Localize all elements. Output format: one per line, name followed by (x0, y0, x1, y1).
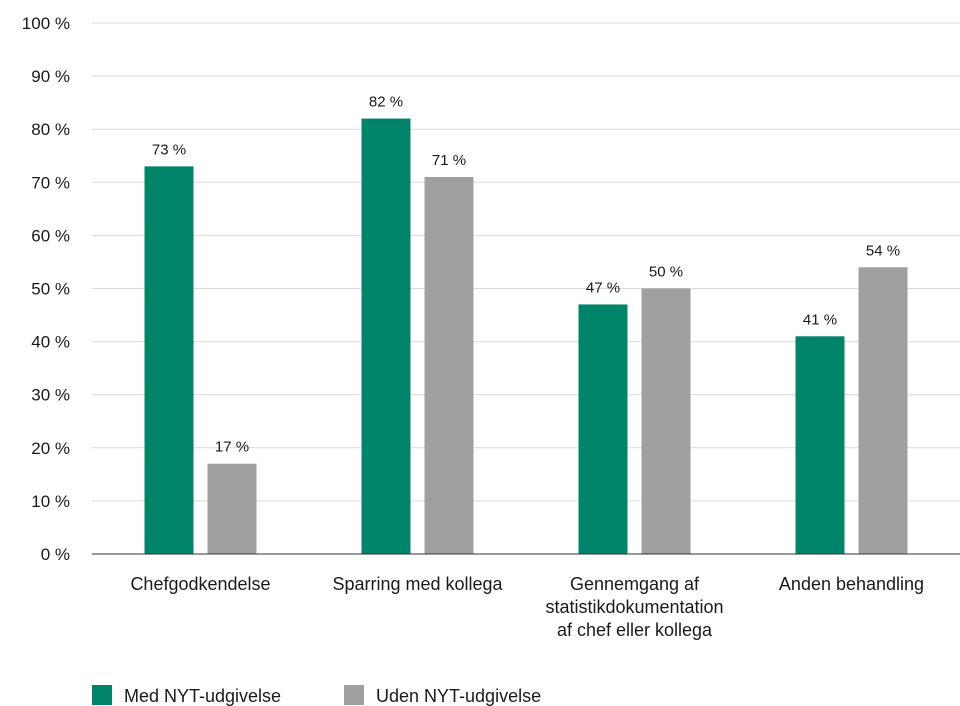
x-category-label-line: Anden behandling (779, 574, 924, 594)
legend-swatch (92, 685, 112, 705)
x-category-label: Sparring med kollega (332, 574, 503, 594)
x-category-label-line: af chef eller kollega (557, 620, 713, 640)
gridlines (92, 22, 960, 502)
data-label: 71 % (432, 152, 466, 169)
y-tick-label: 10 % (31, 492, 70, 511)
y-tick-label: 90 % (31, 67, 70, 86)
y-tick-label: 100 % (22, 14, 70, 33)
data-labels: 73 % 17 % 82 % 71 % 47 % 50 % 41 % 54 % (152, 94, 900, 456)
x-category-label: Anden behandling (779, 574, 924, 594)
data-label: 17 % (215, 439, 249, 456)
data-label: 50 % (649, 264, 683, 281)
y-axis: 0 % 10 % 20 % 30 % 40 % 50 % 60 % 70 % 80 % 90 % 1… (22, 14, 70, 564)
data-label: 54 % (866, 242, 900, 259)
y-tick-label: 20 % (31, 439, 70, 458)
bar (578, 304, 628, 554)
bar (424, 176, 474, 555)
y-tick-label: 60 % (31, 226, 70, 245)
x-category-label-line: Chefgodkendelse (130, 574, 270, 594)
legend-item: Med NYT-udgivelse (92, 685, 281, 706)
y-tick-label: 50 % (31, 280, 70, 299)
x-axis: Chefgodkendelse Sparring med kollega Genne… (130, 574, 924, 640)
bar (144, 166, 194, 554)
y-tick-label: 80 % (31, 120, 70, 139)
data-label: 41 % (803, 311, 837, 328)
x-category-label: Chefgodkendelse (130, 574, 270, 594)
legend-swatch (344, 685, 364, 705)
x-category-label-line: Sparring med kollega (332, 574, 503, 594)
x-category-label: Gennemgang af statistikdokumentation af ch… (545, 574, 723, 640)
bars (144, 118, 908, 555)
bar (207, 463, 257, 554)
data-label: 73 % (152, 141, 186, 158)
x-category-label-line: statistikdokumentation (545, 597, 723, 617)
data-label: 82 % (369, 94, 403, 111)
legend: Med NYT-udgivelse Uden NYT-udgivelse (92, 685, 541, 706)
bar (361, 118, 411, 554)
y-tick-label: 70 % (31, 173, 70, 192)
legend-item: Uden NYT-udgivelse (344, 685, 541, 706)
y-tick-label: 30 % (31, 386, 70, 405)
bar (641, 288, 691, 554)
bar (795, 336, 845, 554)
bar (858, 267, 908, 554)
legend-label: Uden NYT-udgivelse (376, 686, 541, 706)
data-label: 47 % (586, 279, 620, 296)
y-tick-label: 40 % (31, 333, 70, 352)
x-category-label-line: Gennemgang af (570, 574, 700, 594)
y-tick-label: 0 % (41, 545, 70, 564)
legend-label: Med NYT-udgivelse (124, 686, 281, 706)
